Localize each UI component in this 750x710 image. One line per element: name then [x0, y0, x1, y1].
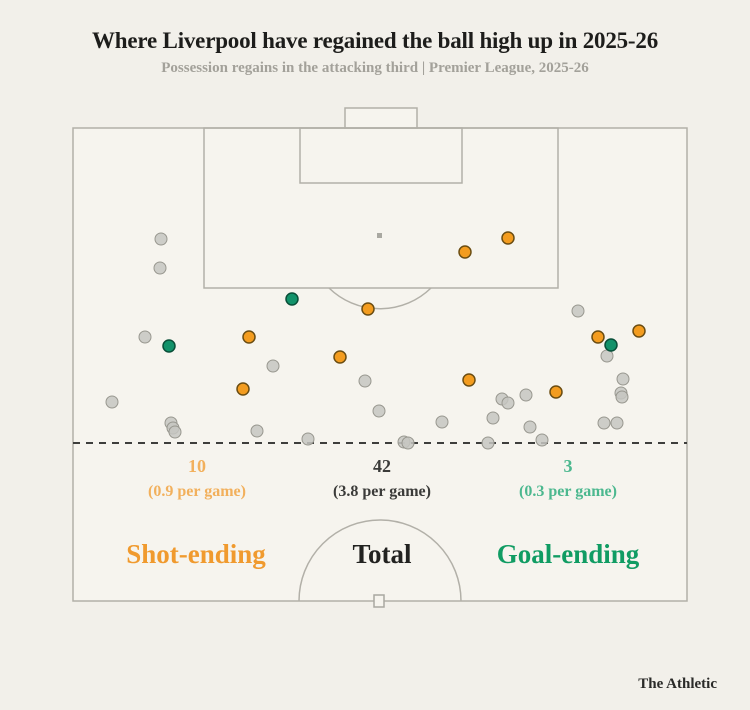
centre-spot-marker — [373, 594, 385, 608]
regain-dots-layer — [105, 231, 646, 450]
legend-label-total: Total — [352, 539, 412, 569]
regain-dot-goal-ending — [162, 339, 176, 353]
penalty-spot — [377, 233, 382, 238]
regain-dot-other — [266, 359, 280, 373]
goal-frame — [344, 107, 418, 129]
stat-shot-ending-per-game: (0.9 per game) — [148, 483, 246, 500]
regain-dot-other — [501, 396, 515, 410]
legend-label-shot-ending: Shot-ending — [126, 539, 266, 569]
stat-goal-ending-count: 3 — [563, 456, 573, 476]
regain-dot-other — [481, 436, 495, 450]
regain-dot-other — [250, 424, 264, 438]
stat-goal-ending: 3 (0.3 per game) — [448, 457, 688, 500]
regain-dot-other — [600, 349, 614, 363]
stat-goal-ending-per-game: (0.3 per game) — [519, 483, 617, 500]
regain-dot-shot-ending — [591, 330, 605, 344]
regain-dot-other — [610, 416, 624, 430]
the-athletic-logo: The Athletic — [638, 676, 717, 692]
pitch-outline — [72, 127, 688, 602]
regain-dot-other — [138, 330, 152, 344]
penalty-arc — [328, 287, 432, 310]
regain-dot-shot-ending — [361, 302, 375, 316]
stat-total-per-game: (3.8 per game) — [333, 483, 431, 500]
six-yard-box — [299, 127, 463, 184]
regain-dot-other — [435, 415, 449, 429]
stat-shot-ending-count: 10 — [188, 456, 206, 476]
regain-dot-other — [519, 388, 533, 402]
page-title: Where Liverpool have regained the ball h… — [92, 28, 658, 53]
stat-total-count: 42 — [373, 456, 391, 476]
regain-dot-other — [372, 404, 386, 418]
regain-dot-other — [301, 432, 315, 446]
regain-dot-other — [486, 411, 500, 425]
regain-dot-other — [154, 232, 168, 246]
regain-dot-other — [168, 425, 182, 439]
regain-dot-goal-ending — [604, 338, 618, 352]
regain-dot-other — [571, 304, 585, 318]
regain-dot-shot-ending — [458, 245, 472, 259]
regain-dot-other — [616, 372, 630, 386]
regain-dot-shot-ending — [549, 385, 563, 399]
stat-total: 42 (3.8 per game) — [262, 457, 502, 500]
regain-dot-other — [153, 261, 167, 275]
regain-dot-other — [401, 436, 415, 450]
regain-dot-other — [523, 420, 537, 434]
centre-circle-arc — [298, 519, 462, 602]
regain-dot-other — [358, 374, 372, 388]
regain-dot-shot-ending — [242, 330, 256, 344]
regain-dot-shot-ending — [462, 373, 476, 387]
regain-dot-other — [105, 395, 119, 409]
stat-shot-ending: 10 (0.9 per game) — [77, 457, 317, 500]
regain-dot-shot-ending — [632, 324, 646, 338]
regain-dot-other — [597, 416, 611, 430]
regain-dot-goal-ending — [285, 292, 299, 306]
legend-label-goal-ending: Goal-ending — [496, 539, 640, 569]
regain-dot-shot-ending — [501, 231, 515, 245]
regain-dot-shot-ending — [236, 382, 250, 396]
regain-dot-other — [535, 433, 549, 447]
page-subtitle: Possession regains in the attacking thir… — [161, 60, 589, 76]
regain-dot-shot-ending — [333, 350, 347, 364]
regain-dot-other — [615, 390, 629, 404]
